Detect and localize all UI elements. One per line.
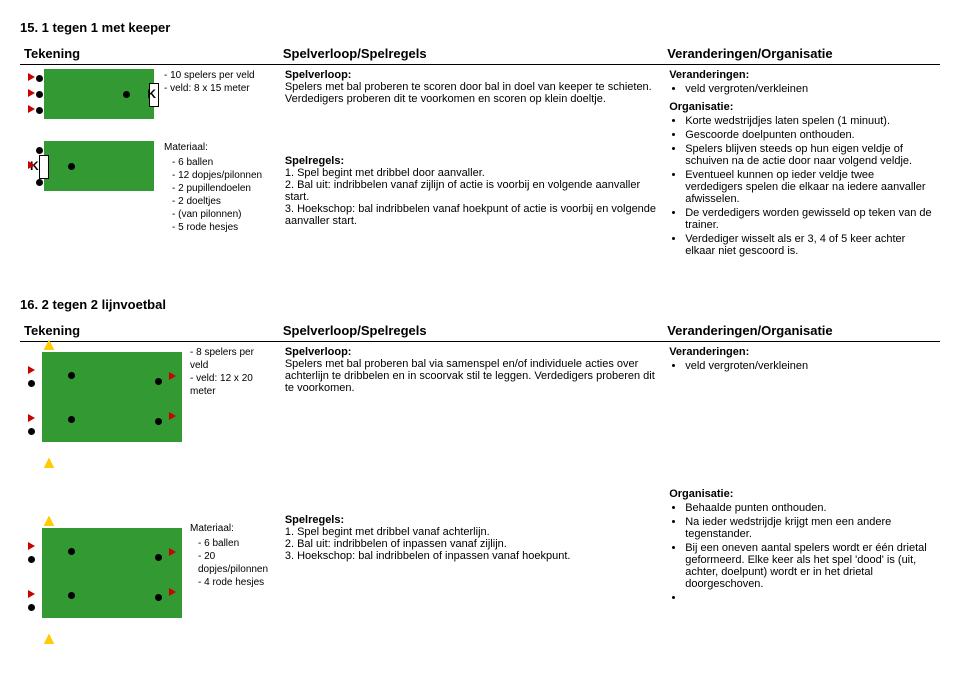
spelregel-item: 1. Spel begint met dribbel door aanvalle… <box>285 167 657 179</box>
exercise-16: 16. 2 tegen 2 lijnvoetbal Tekening Spelv… <box>20 297 940 642</box>
organisatie-item: Spelers blijven steeds op hun eigen veld… <box>685 143 934 167</box>
verandering-item: veld vergroten/verkleinen <box>685 360 934 372</box>
organisatie-item: Korte wedstrijdjes laten spelen (1 minuu… <box>685 115 934 127</box>
organisatie-item: De verdedigers worden gewisseld op teken… <box>685 207 934 231</box>
organisatie-item: Na ieder wedstrijdje krijgt men een ande… <box>685 516 934 540</box>
veranderingen-label: Veranderingen: <box>669 346 934 358</box>
tekening-cell: - 8 spelers per veld - veld: 12 x 20 met… <box>20 342 279 643</box>
spelverloop-cell: Spelverloop: Spelers met bal proberen te… <box>279 65 663 268</box>
organisatie-item: Behaalde punten onthouden. <box>685 502 934 514</box>
tekening-cell: K - 10 spelers per veld <box>20 65 279 268</box>
spelverloop-text: Spelers met bal proberen bal via samensp… <box>285 358 657 394</box>
materiaal-info: Materiaal: 6 ballen 12 dopjes/pilonnen 2… <box>164 141 262 236</box>
organisatie-item: Verdediger wisselt als er 3, 4 of 5 keer… <box>685 233 934 257</box>
veranderingen-label: Veranderingen: <box>669 69 934 81</box>
header-spelverloop: Spelverloop/Spelregels <box>279 43 663 65</box>
spelverloop-cell: Spelverloop: Spelers met bal proberen ba… <box>279 342 663 643</box>
spelverloop-label: Spelverloop: <box>285 346 657 358</box>
materiaal-info: Materiaal: 6 ballen 20 dopjes/pilonnen 4… <box>190 522 273 632</box>
organisatie-label: Organisatie: <box>669 101 934 113</box>
spelregels-label: Spelregels: <box>285 155 657 167</box>
exercise-table: Tekening Spelverloop/Spelregels Verander… <box>20 43 940 267</box>
spelverloop-label: Spelverloop: <box>285 69 657 81</box>
spelregel-item: 2. Bal uit: indribbelen vanaf zijlijn of… <box>285 179 657 203</box>
setup-info: - 8 spelers per veld - veld: 12 x 20 met… <box>190 346 273 456</box>
spelregel-item: 1. Spel begint met dribbel vanaf achterl… <box>285 526 657 538</box>
organisatie-item <box>685 592 934 604</box>
field-diagram-top: K <box>44 69 154 119</box>
organisatie-item: Eventueel kunnen op ieder veldje twee ve… <box>685 169 934 205</box>
header-tekening: Tekening <box>20 43 279 65</box>
field-diagram <box>42 528 182 618</box>
exercise-15: 15. 1 tegen 1 met keeper Tekening Spelve… <box>20 20 940 267</box>
spelregel-item: 3. Hoekschop: bal indribbelen of inpasse… <box>285 550 657 562</box>
header-veranderingen: Veranderingen/Organisatie <box>663 43 940 65</box>
organisatie-label: Organisatie: <box>669 488 934 500</box>
spelregels-label: Spelregels: <box>285 514 657 526</box>
exercise-title: 15. 1 tegen 1 met keeper <box>20 20 940 35</box>
spelregel-item: 2. Bal uit: indribbelen of inpassen vana… <box>285 538 657 550</box>
exercise-title: 16. 2 tegen 2 lijnvoetbal <box>20 297 940 312</box>
organisatie-item: Gescoorde doelpunten onthouden. <box>685 129 934 141</box>
verandering-item: veld vergroten/verkleinen <box>685 83 934 95</box>
spelverloop-text: Spelers met bal proberen te scoren door … <box>285 81 657 105</box>
exercise-table: Tekening Spelverloop/Spelregels Verander… <box>20 320 940 642</box>
veranderingen-cell: Veranderingen: veld vergroten/verkleinen… <box>663 342 940 643</box>
veranderingen-cell: Veranderingen: veld vergroten/verkleinen… <box>663 65 940 268</box>
field-diagram-bottom: K <box>44 141 154 191</box>
setup-info: - 10 spelers per veld - veld: 8 x 15 met… <box>164 69 255 119</box>
organisatie-item: Bij een oneven aantal spelers wordt er é… <box>685 542 934 590</box>
header-veranderingen: Veranderingen/Organisatie <box>663 320 940 342</box>
header-spelverloop: Spelverloop/Spelregels <box>279 320 663 342</box>
spelregel-item: 3. Hoekschop: bal indribbelen vanaf hoek… <box>285 203 657 227</box>
field-diagram <box>42 352 182 442</box>
header-tekening: Tekening <box>20 320 279 342</box>
